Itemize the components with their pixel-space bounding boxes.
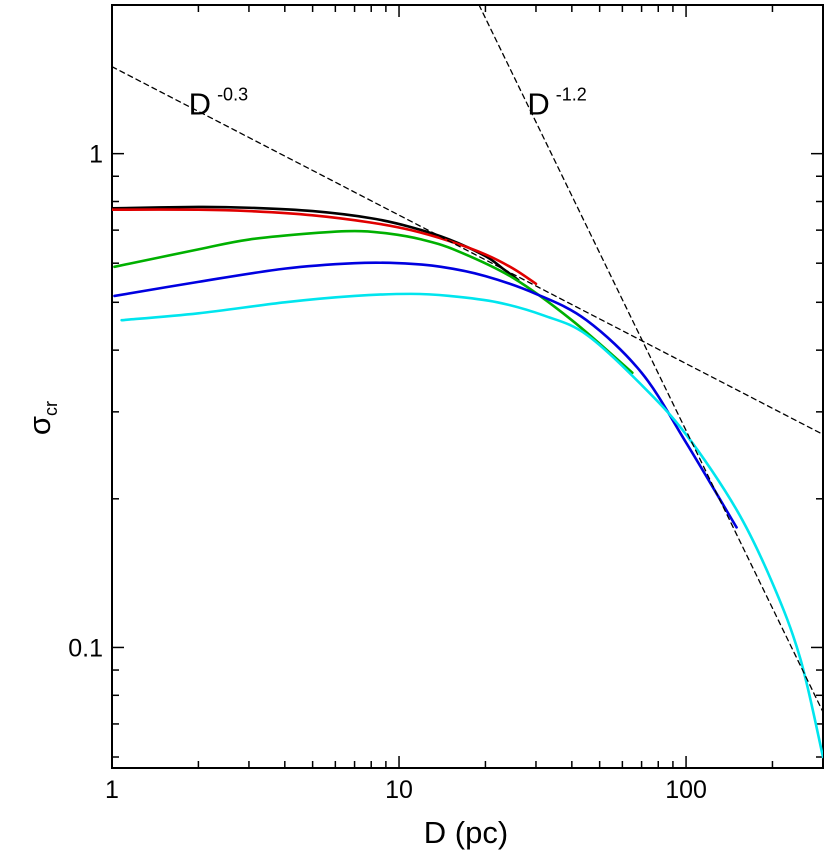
y-axis-title: σcr (22, 401, 61, 435)
series-line-4 (113, 261, 738, 529)
axis-ticks (111, 4, 824, 768)
series-line-5 (120, 292, 823, 759)
power-law-reference-line (112, 66, 823, 436)
y-tick-label: 1 (89, 141, 103, 169)
y-tick-label: 0.1 (68, 634, 103, 662)
annotations: D -0.3 D -1.2 (189, 85, 587, 122)
y-axis-title-sub: cr (41, 401, 61, 416)
x-tick-label: 1 (105, 776, 119, 804)
power-law-label-exponent: -1.2 (556, 85, 587, 105)
series-line-1 (112, 205, 520, 282)
power-law-label: D -0.3 (189, 85, 248, 122)
power-law-label-base: D (527, 87, 549, 122)
power-law-label-base: D (189, 87, 211, 122)
power-law-reference-line (478, 5, 823, 713)
tick-labels: 1 10 100 0.1 1 (68, 141, 707, 804)
power-law-label-exponent: -0.3 (217, 85, 248, 105)
x-tick-label: 100 (665, 776, 707, 804)
power-law-label: D -1.2 (527, 85, 586, 122)
x-tick-label: 10 (385, 776, 413, 804)
series-line-2 (112, 208, 538, 286)
x-axis-title: D (pc) (424, 815, 508, 850)
plot-frame (111, 4, 824, 769)
y-axis-title-main: σ (22, 416, 57, 435)
series-lines (112, 5, 823, 759)
